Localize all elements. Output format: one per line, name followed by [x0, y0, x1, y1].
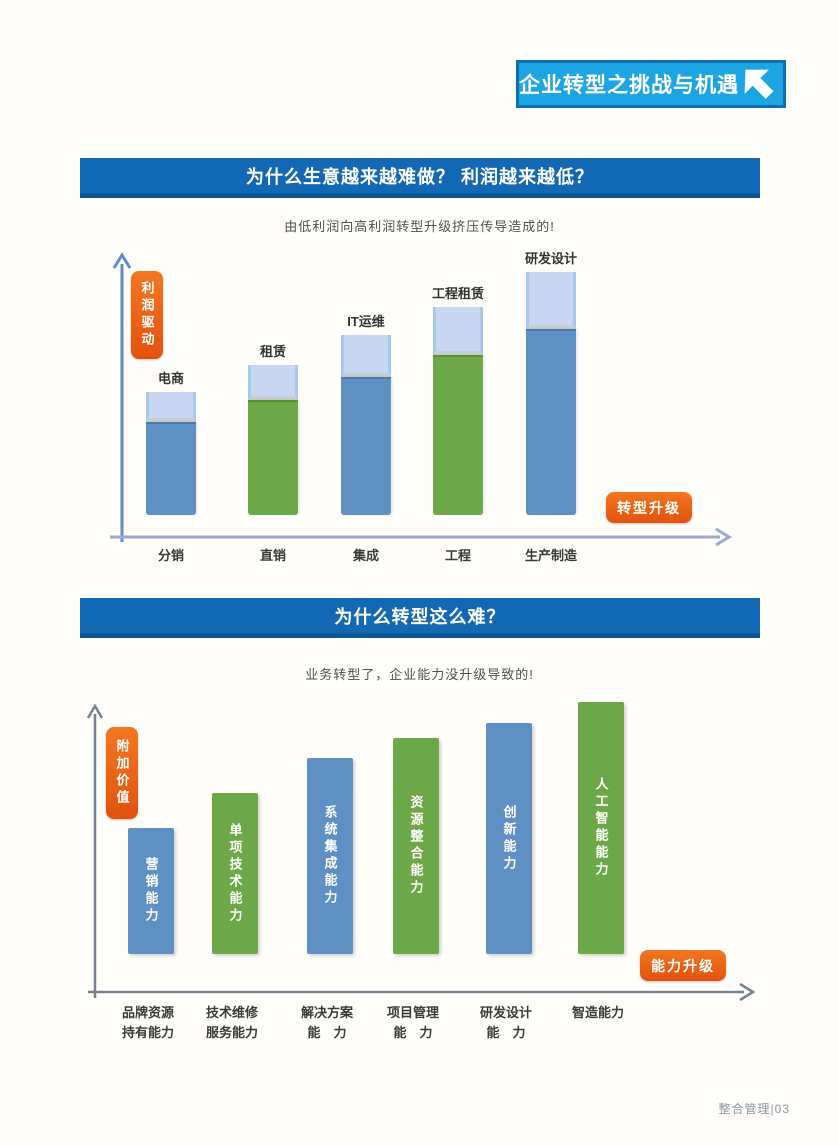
- bar-top-label: 电商: [157, 371, 184, 386]
- bar-top-label: IT运维: [347, 314, 385, 329]
- chart1-x-label: 生产制造: [524, 548, 577, 563]
- bar-body-segment: [526, 329, 576, 515]
- bar-cap-segment: [248, 365, 298, 400]
- bar-cap-segment: [526, 272, 576, 329]
- bar-cap-segment: [433, 307, 483, 355]
- chart2-x-label: 解决方案 能 力: [300, 1005, 353, 1040]
- page-banner: 企业转型之挑战与机遇: [516, 60, 786, 108]
- chart1-x-label: 集成: [352, 548, 379, 563]
- page-number: 整合管理|03: [718, 1102, 790, 1116]
- section2-header-text: 为什么转型这么难？: [334, 606, 506, 627]
- bar-inner-label: 人工智能能力: [593, 777, 609, 879]
- chart2-x-label: 技术维修 服务能力: [205, 1005, 258, 1040]
- bar-top-label: 工程租赁: [431, 286, 484, 301]
- chart2-bar: 营销能力: [128, 828, 174, 954]
- chart2-x-annotation-badge: 能力升级: [640, 950, 726, 981]
- section1-subtitle: 由低利润向高利润转型升级挤压传导造成的!: [284, 219, 555, 234]
- bar-inner-label: 资源整合能力: [408, 795, 424, 897]
- bar-inner-label: 营销能力: [143, 857, 159, 925]
- bar-body-segment: [433, 355, 483, 515]
- chart1-y-axis: [112, 252, 132, 542]
- bar-body-segment: [146, 422, 196, 515]
- bar-inner-label: 系统集成能力: [322, 805, 338, 907]
- bar-inner-label: 创新能力: [501, 804, 517, 873]
- chart2-x-axis: [88, 982, 756, 1002]
- chart2-bar: 人工智能能力: [578, 702, 624, 954]
- chart2-x-label: 智造能力: [571, 1005, 624, 1020]
- chart1-x-annotation-badge: 转型升级: [606, 492, 692, 523]
- chart2-y-axis: [86, 703, 104, 998]
- chart2-bar: 资源整合能力: [393, 738, 439, 954]
- chart1-y-axis-badge: 利润驱动: [131, 271, 163, 359]
- section1-header-text: 为什么生意越来越难做？ 利润越来越低？: [246, 166, 594, 187]
- chart2-y-axis-badge: 附加价值: [106, 727, 138, 819]
- bar-body-segment: [341, 377, 391, 515]
- bar-top-label: 研发设计: [524, 251, 577, 266]
- chart2-bar: 创新能力: [486, 723, 532, 954]
- chart1-bar: [526, 272, 576, 515]
- bar-cap-segment: [146, 392, 196, 422]
- bar-cap-segment: [341, 335, 391, 377]
- bar-body-segment: [248, 400, 298, 515]
- chart1-x-axis: [110, 527, 732, 547]
- section1-header: 为什么生意越来越难做？ 利润越来越低？: [80, 158, 760, 198]
- chart2-x-label: 项目管理 能 力: [386, 1005, 439, 1040]
- chart1-bar: [433, 307, 483, 515]
- chart2-x-label: 品牌资源 持有能力: [121, 1005, 174, 1040]
- chart2-x-label: 研发设计 能 力: [479, 1005, 532, 1040]
- section2-subtitle: 业务转型了，企业能力没升级导致的!: [305, 667, 534, 682]
- chart1-x-label: 分销: [157, 548, 184, 563]
- chart1-x-label: 工程: [444, 548, 471, 563]
- section2-header: 为什么转型这么难？: [80, 598, 760, 638]
- chart1-x-label: 直销: [259, 548, 286, 563]
- chart2-bar: 系统集成能力: [307, 758, 353, 954]
- cursor-arrow-icon: [744, 69, 774, 99]
- chart1-bar: [146, 392, 196, 515]
- chart2-bar: 单项技术能力: [212, 793, 258, 954]
- bar-inner-label: 单项技术能力: [227, 822, 243, 925]
- chart1-bar: [248, 365, 298, 515]
- bar-top-label: 租赁: [259, 344, 286, 359]
- banner-title: 企业转型之挑战与机遇: [519, 74, 739, 97]
- chart1-bar: [341, 335, 391, 515]
